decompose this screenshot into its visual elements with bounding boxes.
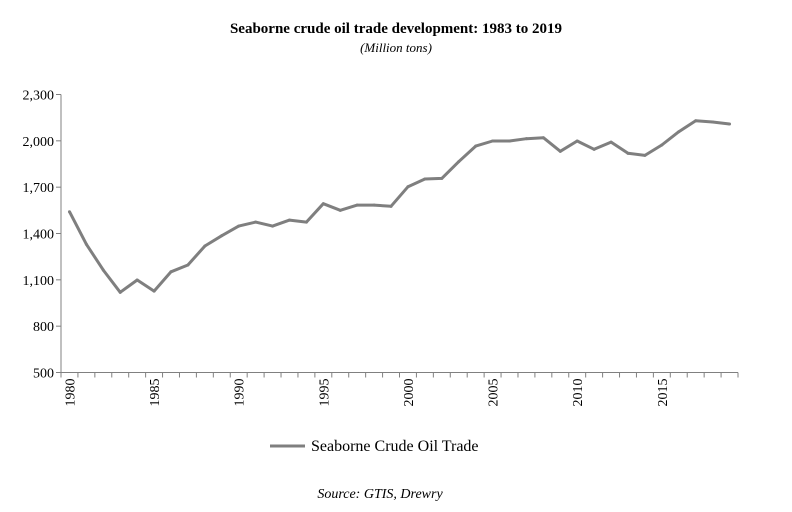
data-point <box>169 270 173 274</box>
data-point <box>694 119 698 123</box>
data-point <box>423 177 427 181</box>
y-tick-label: 800 <box>33 320 54 335</box>
data-point <box>660 143 664 147</box>
data-point <box>728 122 732 126</box>
data-point <box>67 210 71 214</box>
data-point <box>491 139 495 143</box>
data-point <box>237 224 241 228</box>
x-tick-label: 2015 <box>656 379 671 407</box>
data-point <box>152 289 156 293</box>
data-point <box>287 218 291 222</box>
x-tick-label: 1995 <box>317 379 332 407</box>
data-point <box>457 160 461 164</box>
data-point <box>203 244 207 248</box>
y-tick-label: 500 <box>33 367 54 382</box>
y-tick-label: 2,000 <box>23 135 55 150</box>
data-point <box>524 137 528 141</box>
x-tick-label: 1985 <box>148 379 163 407</box>
chart-subtitle: (Million tons) <box>360 40 432 55</box>
data-point <box>355 203 359 207</box>
data-point <box>321 202 325 206</box>
y-tick-label: 1,400 <box>23 228 55 243</box>
data-point <box>711 120 715 124</box>
data-point <box>677 130 681 134</box>
source-note: Source: GTIS, Drewry <box>317 487 443 502</box>
y-tick-label: 2,300 <box>23 89 55 104</box>
data-point <box>474 144 478 148</box>
data-point <box>271 224 275 228</box>
y-tick-label: 1,100 <box>23 274 55 289</box>
data-point <box>84 242 88 246</box>
data-point <box>101 268 105 272</box>
data-point <box>575 139 579 143</box>
data-point <box>389 204 393 208</box>
data-point <box>338 208 342 212</box>
data-point <box>372 203 376 207</box>
x-tick-label: 1990 <box>233 379 248 407</box>
data-point <box>626 151 630 155</box>
data-point <box>541 136 545 140</box>
x-tick-label: 2000 <box>402 379 417 407</box>
data-point <box>558 149 562 153</box>
data-point <box>406 185 410 189</box>
data-point <box>186 263 190 267</box>
data-point <box>135 278 139 282</box>
series-line-seaborne-crude-oil-trade <box>68 119 730 294</box>
data-point <box>592 147 596 151</box>
chart-title: Seaborne crude oil trade development: 19… <box>229 21 563 37</box>
x-tick-label: 2010 <box>571 379 586 407</box>
data-point <box>643 153 647 157</box>
x-tick-label: 2005 <box>487 379 502 407</box>
data-point <box>304 220 308 224</box>
legend-label: Seaborne Crude Oil Trade <box>311 438 479 455</box>
data-point <box>440 176 444 180</box>
data-point <box>609 140 613 144</box>
y-tick-label: 1,700 <box>23 181 55 196</box>
data-point <box>220 234 224 238</box>
data-point <box>254 220 258 224</box>
data-point <box>508 139 512 143</box>
data-point <box>118 290 122 294</box>
x-tick-label: 1980 <box>63 379 78 407</box>
